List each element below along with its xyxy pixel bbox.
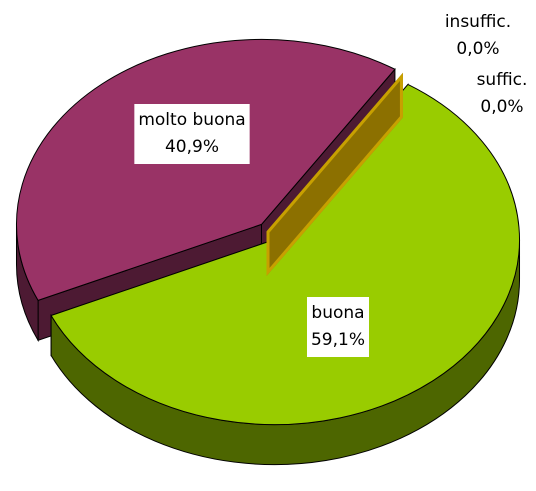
slice-label: suffic. — [477, 70, 528, 90]
slice — [15, 38, 396, 301]
slice-label: buona — [311, 303, 364, 323]
slice-value-label: 0,0% — [480, 97, 523, 117]
slice-value-label: 0,0% — [456, 39, 499, 59]
zero-slice — [266, 72, 403, 277]
label-box — [306, 297, 370, 357]
slice — [50, 83, 520, 426]
slice-value-label: 40,9% — [165, 137, 219, 157]
slice-label: molto buona — [138, 110, 245, 130]
label-box — [134, 104, 250, 164]
slice-label: insuffic. — [445, 12, 511, 32]
slice-value-label: 59,1% — [311, 330, 365, 350]
